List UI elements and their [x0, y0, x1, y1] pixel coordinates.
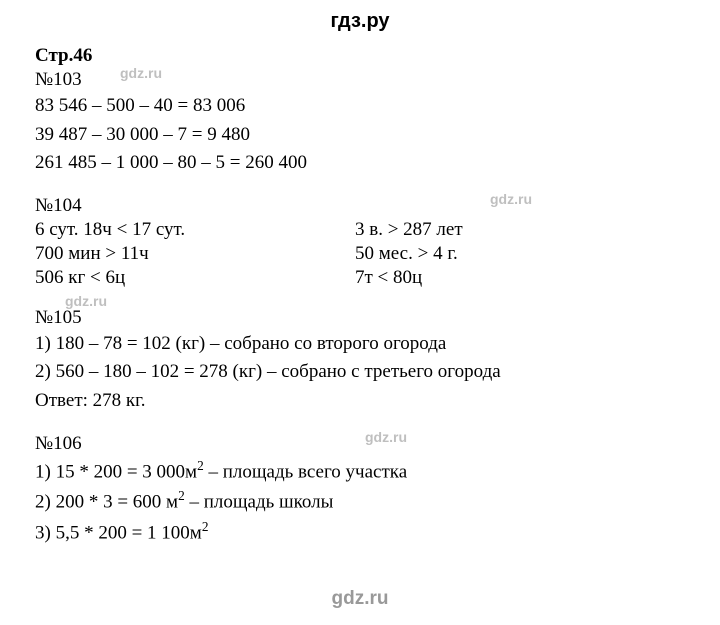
problem-number-104: №104	[35, 195, 685, 217]
superscript: 2	[178, 488, 185, 503]
comparison-row: 6 сут. 18ч < 17 сут. 3 в. > 287 лет	[35, 219, 685, 241]
problem-104: gdz.ru №104 6 сут. 18ч < 17 сут. 3 в. > …	[35, 195, 685, 289]
problem-text: 3) 5,5 * 200 = 1 100м	[35, 523, 202, 544]
problem-line: 1) 15 * 200 = 3 000м2 – площадь всего уч…	[35, 457, 685, 486]
problem-line: 2) 560 – 180 – 102 = 278 (кг) – собрано …	[35, 359, 685, 386]
problem-number-103: №103	[35, 69, 685, 91]
problem-line: 39 487 – 30 000 – 7 = 9 480	[35, 122, 685, 149]
problem-number-105: №105	[35, 307, 685, 329]
comparison-left: 700 мин > 11ч	[35, 243, 355, 265]
comparison-right: 50 мес. > 4 г.	[355, 243, 685, 265]
comparison-row: 700 мин > 11ч 50 мес. > 4 г.	[35, 243, 685, 265]
problem-answer: Ответ: 278 кг.	[35, 388, 685, 415]
comparison-left: 6 сут. 18ч < 17 сут.	[35, 219, 355, 241]
problem-line: 83 546 – 500 – 40 = 83 006	[35, 93, 685, 120]
problem-106: gdz.ru №106 1) 15 * 200 = 3 000м2 – площ…	[35, 433, 685, 548]
superscript: 2	[197, 458, 204, 473]
problem-text: 2) 200 * 3 = 600 м	[35, 492, 178, 513]
problem-105: №105 1) 180 – 78 = 102 (кг) – собрано со…	[35, 307, 685, 415]
problem-103: gdz.ru №103 83 546 – 500 – 40 = 83 006 3…	[35, 69, 685, 177]
problem-text: 1) 15 * 200 = 3 000м	[35, 461, 197, 482]
comparison-right: 3 в. > 287 лет	[355, 219, 685, 241]
problem-text: – площадь всего участка	[204, 461, 407, 482]
comparison-row: 506 кг < 6ц 7т < 80ц	[35, 267, 685, 289]
problem-line: 1) 180 – 78 = 102 (кг) – собрано со втор…	[35, 331, 685, 358]
superscript: 2	[202, 519, 209, 534]
page-label: Стр.46	[35, 45, 685, 67]
problem-text: – площадь школы	[185, 492, 334, 513]
header-logo: гдз.ру	[35, 10, 685, 33]
problem-line: 2) 200 * 3 = 600 м2 – площадь школы	[35, 487, 685, 516]
problem-line: 3) 5,5 * 200 = 1 100м2	[35, 518, 685, 547]
footer-logo: gdz.ru	[0, 588, 720, 610]
problem-line: 261 485 – 1 000 – 80 – 5 = 260 400	[35, 150, 685, 177]
problem-number-106: №106	[35, 433, 685, 455]
comparison-left: 506 кг < 6ц	[35, 267, 355, 289]
comparison-right: 7т < 80ц	[355, 267, 685, 289]
